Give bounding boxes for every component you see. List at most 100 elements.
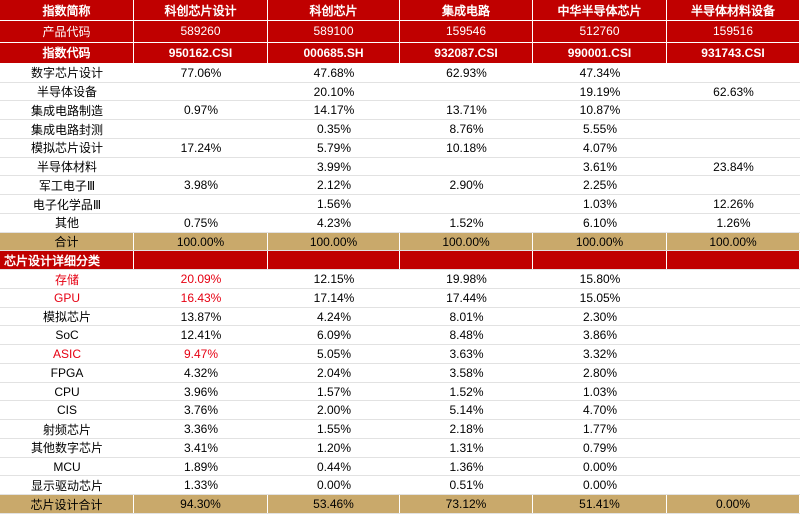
cell (134, 251, 268, 270)
header-row: 指数简称 科创芯片设计 科创芯片 集成电路 中华半导体芯片 半导体材料设备 (0, 0, 800, 22)
cell: 932087.CSI (400, 42, 533, 63)
cell: 53.46% (268, 495, 400, 513)
data-row: 存储 20.09% 12.15% 19.98% 15.80% (0, 270, 800, 289)
code-row: 指数代码 950162.CSI 000685.SH 932087.CSI 990001.… (0, 42, 800, 64)
cell: 15.05% (579, 290, 621, 305)
cell: 半导体材料设备 (667, 0, 800, 21)
cell: 0.00% (582, 459, 618, 474)
row-label: 半导体设备 (36, 85, 97, 100)
data-row: ASIC 9.47% 5.05% 3.63% 3.32% (0, 345, 800, 364)
row-label: 集成电路制造 (30, 103, 103, 118)
cell: 94.30% (134, 495, 268, 513)
cell: 10.87% (579, 103, 621, 118)
data-row: FPGA 4.32% 2.04% 3.58% 2.80% (0, 364, 800, 383)
cell: 2.04% (316, 365, 352, 380)
cell (400, 251, 533, 270)
row-label: 芯片设计合计 (0, 495, 134, 513)
cell (667, 364, 800, 382)
cell: 1.33% (183, 478, 219, 493)
row-label: 产品代码 (0, 21, 134, 42)
row-label: ASIC (52, 347, 81, 362)
cell: 62.93% (446, 65, 487, 80)
cell: 3.41% (183, 440, 219, 455)
cell: 73.12% (400, 495, 533, 513)
cell: 4.32% (183, 365, 219, 380)
data-row: 射频芯片 3.36% 1.55% 2.18% 1.77% (0, 420, 800, 439)
cell: 19.19% (579, 84, 621, 99)
cell: 8.76% (449, 122, 484, 137)
row-label: 存储 (54, 272, 79, 287)
cell: 1.31% (449, 440, 484, 455)
cell: 000685.SH (268, 42, 400, 63)
cell (667, 64, 800, 82)
cell: 100.00% (533, 232, 667, 251)
cell: 3.61% (582, 159, 618, 174)
cell: 3.63% (449, 347, 484, 362)
cell (134, 158, 268, 176)
total-row: 合计 100.00% 100.00% 100.00% 100.00% 100.00% (0, 232, 800, 252)
cell: 1.77% (582, 422, 618, 437)
cell (667, 270, 800, 288)
cell: 20.09% (180, 272, 222, 287)
row-label: 其他数字芯片 (30, 441, 103, 456)
cell (667, 139, 800, 157)
cell: 17.24% (180, 140, 222, 155)
cell: 2.90% (449, 178, 484, 193)
cell: 12.41% (180, 328, 222, 343)
cell (667, 420, 800, 438)
cell: 23.84% (713, 159, 754, 174)
cell: 1.56% (316, 197, 352, 212)
cell: 5.79% (316, 140, 352, 155)
cell: 3.99% (316, 159, 352, 174)
data-row: 模拟芯片 13.87% 4.24% 8.01% 2.30% (0, 308, 800, 327)
cell: 2.12% (316, 178, 352, 193)
cell: 62.63% (713, 84, 754, 99)
cell: 10.18% (446, 140, 487, 155)
row-label: CPU (54, 384, 80, 399)
cell: 12.26% (713, 197, 754, 212)
cell: 4.24% (316, 309, 352, 324)
cell (667, 176, 800, 194)
cell: 1.52% (449, 215, 484, 230)
row-label: 射频芯片 (42, 422, 91, 437)
cell: 17.44% (446, 290, 487, 305)
data-row: CPU 3.96% 1.57% 1.52% 1.03% (0, 383, 800, 402)
section-row: 芯片设计详细分类 (0, 251, 800, 271)
cell: 1.26% (716, 215, 751, 230)
cell: 8.48% (449, 328, 484, 343)
cell (667, 308, 800, 326)
cell: 科创芯片设计 (134, 0, 268, 21)
cell (134, 195, 268, 213)
cell: 3.96% (183, 384, 219, 399)
cell: 0.00% (667, 495, 800, 513)
data-row: 其他 0.75% 4.23% 1.52% 6.10% 1.26% (0, 214, 800, 233)
cell (400, 158, 533, 176)
cell (400, 195, 533, 213)
cell (667, 458, 800, 476)
data-row: 电子化学品Ⅲ 1.56% 1.03% 12.26% (0, 195, 800, 214)
row-label: 指数简称 (0, 0, 134, 21)
cell: 2.80% (582, 365, 618, 380)
cell (134, 83, 268, 101)
cell (667, 251, 800, 270)
cell: 1.03% (582, 384, 618, 399)
cell: 3.36% (183, 422, 219, 437)
cell: 集成电路 (400, 0, 533, 21)
row-label: CIS (56, 403, 77, 418)
cell: 3.32% (582, 347, 618, 362)
cell: 100.00% (400, 232, 533, 251)
data-row: 模拟芯片设计 17.24% 5.79% 10.18% 4.07% (0, 139, 800, 158)
cell: 1.52% (449, 384, 484, 399)
cell: 0.79% (582, 440, 618, 455)
row-label: 合计 (0, 232, 134, 251)
cell: 159546 (400, 21, 533, 42)
cell: 0.75% (183, 215, 219, 230)
cell: 931743.CSI (667, 42, 800, 63)
cell: 5.05% (316, 347, 352, 362)
data-row: GPU 16.43% 17.14% 17.44% 15.05% (0, 289, 800, 308)
row-label: 半导体材料 (36, 160, 97, 175)
row-label: 其他 (54, 216, 79, 231)
data-row: 半导体材料 3.99% 3.61% 23.84% (0, 158, 800, 177)
cell (667, 120, 800, 138)
cell: 3.58% (449, 365, 484, 380)
